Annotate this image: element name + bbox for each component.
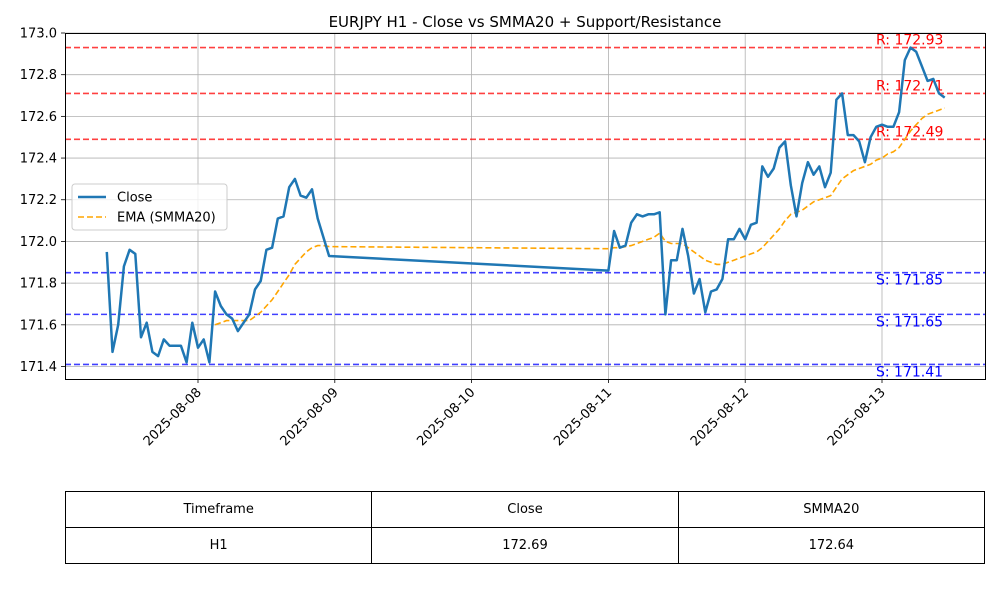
- x-tick-label: 2025-08-11: [551, 385, 615, 449]
- close-series-line: [105, 46, 946, 364]
- x-axis: 2025-08-08 2025-08-09 2025-08-10 2025-08-11…: [141, 379, 889, 449]
- y-tick-label: 172.6: [20, 110, 57, 125]
- header-smma20: SMMA20: [677, 491, 986, 528]
- ema-series-line: [214, 107, 945, 326]
- cell-timeframe: H1: [64, 527, 373, 564]
- table-row: H1 172.69 172.64: [64, 527, 986, 564]
- y-tick-label: 172.4: [20, 152, 57, 167]
- legend-ema-label: EMA (SMMA20): [117, 211, 216, 226]
- cell-close: 172.69: [371, 527, 679, 564]
- legend: Close EMA (SMMA20): [71, 183, 228, 231]
- summary-table: Timeframe Close SMMA20 H1 172.69 172.64: [64, 491, 986, 564]
- support-label: S: 171.41: [876, 364, 943, 380]
- x-tick-label: 2025-08-09: [278, 385, 342, 449]
- x-tick-label: 2025-08-12: [688, 385, 752, 449]
- grid: [65, 32, 985, 379]
- header-close: Close: [371, 491, 679, 528]
- y-tick-label: 171.8: [20, 277, 57, 292]
- support-resistance-lines: R: 172.93R: 172.71R: 172.49S: 171.85S: 1…: [65, 33, 985, 380]
- y-axis: 171.4 171.6 171.8 172.0 172.2 172.4 172.6 172.8…: [20, 27, 65, 375]
- series-layer: [105, 46, 946, 364]
- resistance-label: R: 172.71: [876, 78, 943, 94]
- x-tick-label: 2025-08-13: [825, 385, 889, 449]
- support-label: S: 171.85: [876, 273, 943, 289]
- y-tick-label: 171.6: [20, 318, 57, 333]
- x-tick-label: 2025-08-08: [141, 385, 205, 449]
- header-timeframe: Timeframe: [64, 491, 373, 528]
- x-tick-label: 2025-08-10: [414, 385, 478, 449]
- table-header-row: Timeframe Close SMMA20: [64, 491, 986, 528]
- y-tick-label: 172.8: [20, 68, 57, 83]
- legend-box: [71, 183, 228, 231]
- support-label: S: 171.65: [876, 314, 943, 330]
- legend-close-label: Close: [117, 191, 152, 206]
- resistance-label: R: 172.93: [876, 33, 943, 49]
- chart-canvas: EURJPY H1 - Close vs SMMA20 + Support/Re…: [20, 13, 986, 449]
- cell-smma20: 172.64: [677, 527, 986, 564]
- y-tick-label: 171.4: [20, 360, 57, 375]
- chart-title: EURJPY H1 - Close vs SMMA20 + Support/Re…: [329, 13, 722, 31]
- y-tick-label: 172.2: [20, 193, 57, 208]
- plot-frame: [65, 33, 986, 380]
- y-tick-label: 173.0: [20, 27, 57, 42]
- y-tick-label: 172.0: [20, 235, 57, 250]
